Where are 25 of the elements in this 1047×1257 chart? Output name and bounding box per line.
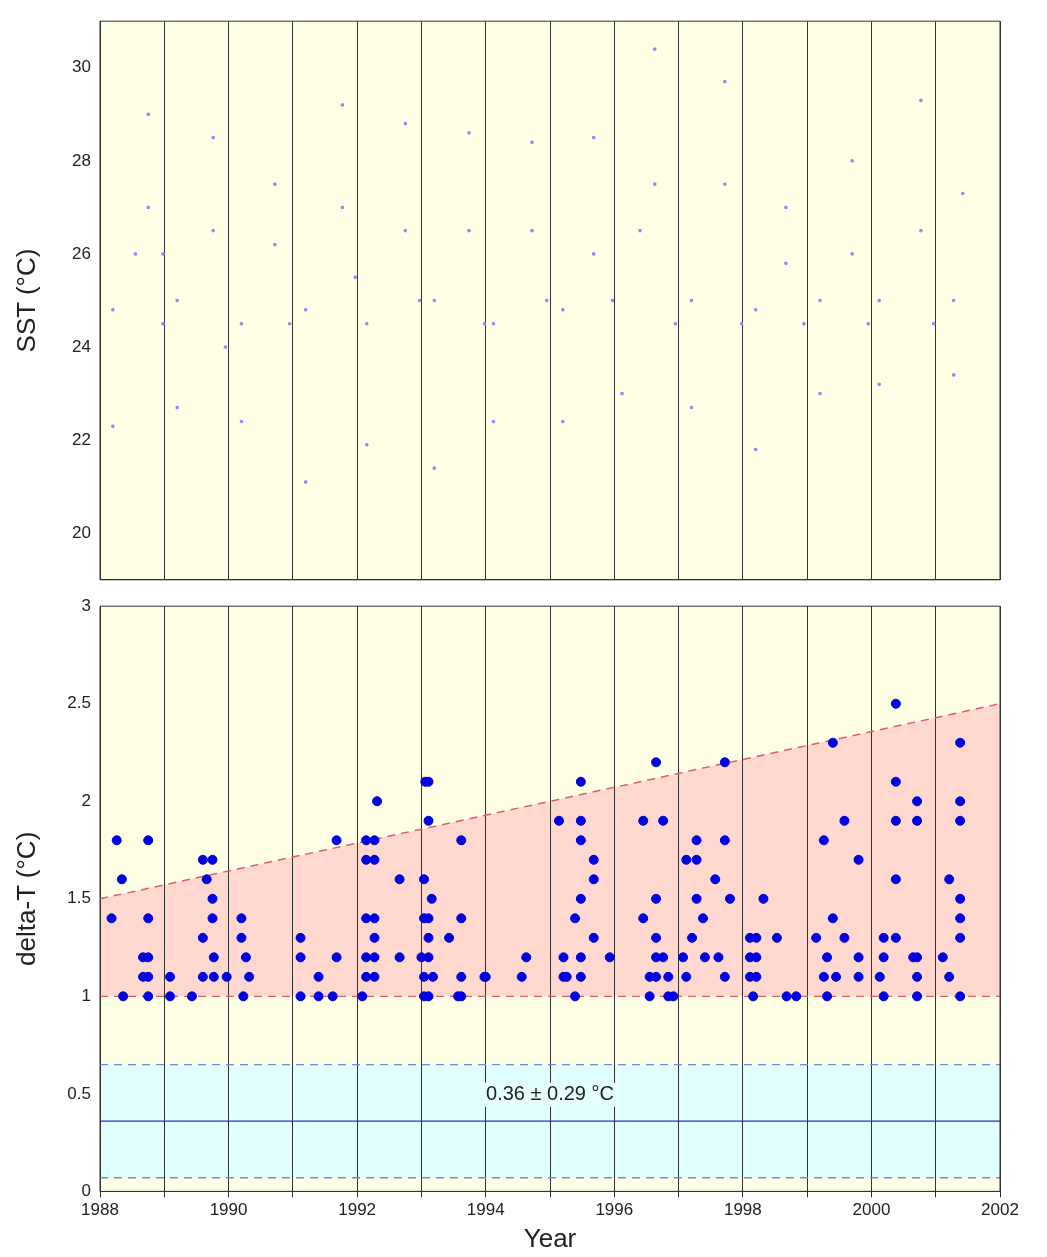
x-tick-label: 1992 — [338, 1200, 377, 1220]
x-tick-label: 2002 — [981, 1200, 1019, 1220]
y-tick-label: 30 — [72, 57, 91, 77]
x-tick-label: 1998 — [723, 1200, 762, 1220]
y-axis-title: delta-T (°C) — [10, 831, 41, 966]
y-tick-label: 26 — [72, 243, 91, 263]
x-tick-label: 2000 — [852, 1200, 891, 1220]
annotation: 0.36 ± 0.29 °C — [486, 1082, 614, 1105]
y-tick-label: 28 — [72, 150, 91, 170]
x-tick-label: 1988 — [81, 1200, 119, 1220]
y-tick-label: 0.5 — [67, 1083, 91, 1103]
y-tick-label: 24 — [72, 336, 91, 356]
y-tick-label: 20 — [72, 522, 91, 542]
x-axis-title: Year — [523, 1222, 577, 1253]
y-tick-label: 1 — [81, 986, 91, 1006]
x-tick-label: 1994 — [466, 1200, 505, 1220]
y-tick-label: 2.5 — [67, 693, 91, 713]
y-tick-label: 3 — [81, 595, 91, 615]
y-tick-label: 22 — [72, 429, 91, 449]
y-axis-title: SST (°C) — [10, 248, 41, 353]
x-tick-label: 1996 — [595, 1200, 634, 1220]
x-tick-label: 1990 — [209, 1200, 248, 1220]
y-tick-label: 1.5 — [67, 888, 91, 908]
y-tick-label: 2 — [81, 790, 91, 810]
y-tick-label: 0 — [81, 1181, 91, 1201]
